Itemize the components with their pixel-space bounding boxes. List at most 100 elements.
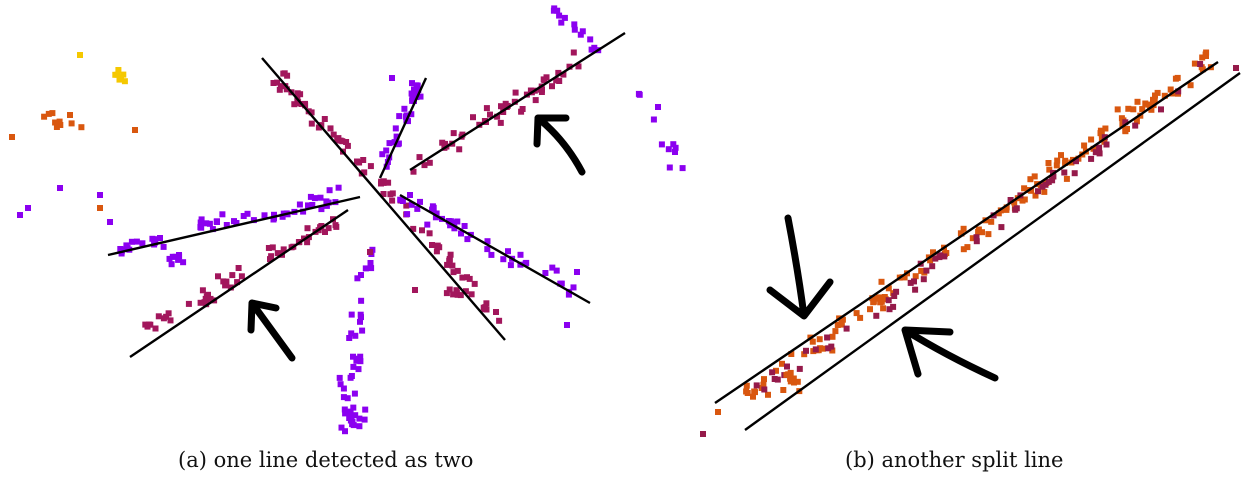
scatter-point bbox=[843, 325, 850, 332]
scatter-points-a bbox=[9, 5, 686, 435]
scatter-point bbox=[1045, 160, 1052, 166]
scatter-point bbox=[459, 131, 466, 138]
scatter-point bbox=[429, 206, 436, 213]
arrow-annotation-icon bbox=[533, 114, 586, 176]
scatter-point bbox=[1122, 128, 1129, 135]
scatter-point bbox=[295, 99, 302, 106]
scatter-point bbox=[325, 225, 332, 232]
scatter-point bbox=[502, 100, 509, 107]
scatter-point bbox=[857, 314, 864, 321]
scatter-point bbox=[995, 210, 1002, 217]
scatter-point bbox=[1139, 106, 1146, 113]
arrow-annotation-icon bbox=[247, 299, 296, 362]
scatter-point bbox=[765, 391, 771, 398]
scatter-point bbox=[853, 310, 860, 317]
scatter-point bbox=[214, 218, 220, 225]
scatter-point bbox=[344, 395, 351, 402]
scatter-point bbox=[1199, 54, 1206, 61]
scatter-point bbox=[165, 310, 172, 317]
scatter-point bbox=[920, 276, 927, 283]
scatter-point bbox=[45, 110, 52, 117]
scatter-point bbox=[412, 287, 418, 293]
scatter-point bbox=[361, 416, 368, 423]
scatter-point bbox=[274, 250, 281, 257]
scatter-point bbox=[481, 306, 488, 313]
scatter-point bbox=[454, 267, 461, 274]
scatter-point bbox=[1158, 106, 1164, 113]
scatter-point bbox=[829, 333, 836, 340]
scatter-point bbox=[519, 106, 526, 112]
scatter-point bbox=[912, 286, 919, 293]
scatter-point bbox=[1134, 98, 1141, 105]
scatter-point bbox=[396, 113, 403, 120]
scatter-point bbox=[346, 335, 353, 341]
scatter-point bbox=[880, 305, 887, 312]
scatter-point bbox=[819, 345, 826, 352]
scatter-point bbox=[167, 317, 174, 324]
scatter-point bbox=[636, 91, 643, 98]
fitted-line bbox=[129, 209, 349, 358]
scatter-point bbox=[352, 412, 359, 419]
scatter-point bbox=[347, 410, 354, 417]
scatter-point bbox=[1130, 106, 1137, 113]
scatter-point bbox=[410, 225, 417, 232]
scatter-point bbox=[496, 317, 503, 324]
scatter-point bbox=[784, 363, 790, 370]
scatter-point bbox=[918, 267, 925, 274]
scatter-point bbox=[240, 213, 247, 219]
scatter-point bbox=[790, 375, 796, 382]
scatter-point bbox=[321, 116, 328, 122]
scatter-point bbox=[426, 159, 433, 166]
scatter-point bbox=[394, 141, 401, 148]
scatter-point bbox=[988, 218, 995, 225]
scatter-point bbox=[561, 14, 568, 21]
scatter-point bbox=[77, 52, 83, 58]
scatter-point bbox=[176, 252, 182, 258]
scatter-point bbox=[25, 205, 31, 211]
scatter-point bbox=[280, 70, 287, 77]
scatter-point bbox=[557, 280, 564, 287]
scatter-point bbox=[760, 381, 767, 388]
scatter-point bbox=[450, 291, 457, 298]
scatter-point bbox=[666, 164, 673, 171]
scatter-point bbox=[1049, 177, 1056, 184]
scatter-point bbox=[1122, 119, 1129, 126]
scatter-point bbox=[332, 222, 339, 229]
scatter-point bbox=[538, 89, 545, 95]
scatter-point bbox=[416, 154, 423, 161]
scatter-point bbox=[444, 261, 451, 268]
scatter-point bbox=[274, 79, 281, 86]
scatter-point bbox=[454, 218, 461, 225]
scatter-point bbox=[665, 146, 672, 153]
scatter-point bbox=[1114, 106, 1121, 113]
scatter-point bbox=[549, 264, 556, 271]
scatter-point bbox=[300, 208, 307, 215]
scatter-point bbox=[488, 251, 495, 258]
scatter-point bbox=[142, 321, 149, 328]
scatter-point bbox=[558, 19, 565, 26]
scatter-point bbox=[1058, 152, 1064, 159]
scatter-point bbox=[302, 100, 308, 107]
scatter-point bbox=[234, 279, 241, 286]
scatter-point bbox=[380, 191, 387, 197]
scatter-point bbox=[244, 210, 251, 217]
scatter-point bbox=[1191, 60, 1198, 67]
scatter-point bbox=[356, 159, 363, 166]
scatter-point bbox=[783, 371, 790, 378]
scatter-point bbox=[145, 321, 152, 328]
scatter-point bbox=[227, 284, 234, 291]
scatter-point bbox=[215, 273, 221, 280]
scatter-point bbox=[172, 253, 179, 260]
scatter-point bbox=[532, 97, 539, 104]
scatter-point bbox=[311, 195, 318, 202]
scatter-point bbox=[238, 273, 245, 280]
scatter-point bbox=[379, 151, 386, 158]
scatter-point bbox=[560, 71, 567, 78]
scatter-point bbox=[157, 235, 163, 241]
scatter-point bbox=[270, 80, 277, 86]
scatter-point bbox=[960, 225, 967, 232]
scatter-point bbox=[832, 328, 839, 335]
scatter-point bbox=[769, 369, 776, 376]
scatter-point bbox=[415, 86, 422, 93]
scatter-point bbox=[318, 223, 325, 229]
